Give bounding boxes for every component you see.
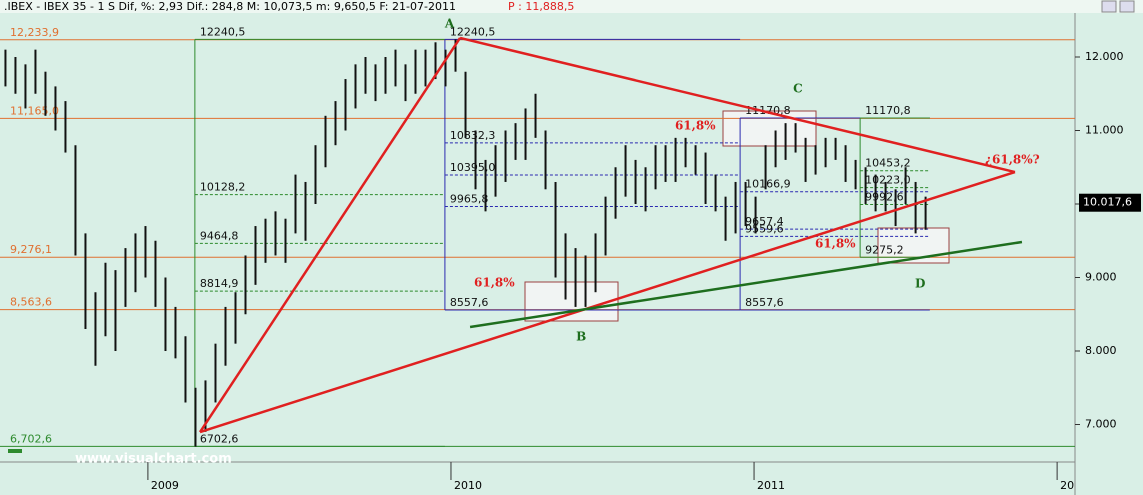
x-tick-label: 2010: [454, 479, 482, 492]
fib-label: 8814,9: [200, 277, 239, 290]
window-button[interactable]: [1119, 0, 1135, 13]
level-label: 12,233,9: [10, 26, 59, 39]
level-label: 11,165,0: [10, 104, 59, 117]
annotation: 61,8%: [675, 118, 716, 132]
fib-label: 9464,8: [200, 229, 239, 242]
header-title: .IBEX - IBEX 35 - 1 S Dif, %: 2,93 Dif.:…: [4, 0, 456, 13]
marker: [8, 449, 22, 453]
window-button[interactable]: [1101, 0, 1117, 13]
trendline: [469, 240, 1023, 329]
y-tick-label: 8.000: [1085, 344, 1117, 357]
pivot-box: [722, 110, 817, 147]
annotation: 61,8%: [474, 275, 515, 289]
fib-label: 8557,6: [745, 296, 784, 309]
annotation: D: [915, 276, 925, 290]
annotation: 61,8%: [815, 236, 856, 250]
annotation: A: [444, 16, 455, 30]
y-tick-label: 7.000: [1085, 418, 1117, 431]
last-price-label: 10.017,6: [1083, 196, 1132, 209]
fib-label: 12240,5: [450, 25, 496, 38]
fib-label: 10128,2: [200, 181, 246, 194]
level-label: 8,563,6: [10, 296, 52, 309]
y-tick-label: 9.000: [1085, 271, 1117, 284]
x-tick-label: 20: [1060, 479, 1074, 492]
watermark: www.visualchart.com: [75, 452, 232, 467]
trendline: [199, 170, 1016, 434]
fib-label: 9992,6: [865, 191, 904, 204]
annotation: C: [793, 81, 803, 95]
fib-label: 6702,6: [200, 432, 239, 445]
trendline: [459, 36, 1016, 174]
fib-label: 12240,5: [200, 25, 246, 38]
fib-label: 9275,2: [865, 243, 904, 256]
x-tick-label: 2011: [757, 479, 785, 492]
x-tick-label: 2009: [151, 479, 179, 492]
fib-label: 11170,8: [745, 104, 791, 117]
fib-label: 10166,9: [745, 178, 791, 191]
fib-label: 9559,6: [745, 222, 784, 235]
header-bar: [0, 0, 1143, 13]
annotation: ¿61,8%?: [985, 152, 1040, 166]
level-label: 9,276,1: [10, 243, 52, 256]
trendline: [198, 37, 462, 433]
fib-label: 10453,2: [865, 157, 911, 170]
header-last: P : 11,888,5: [508, 0, 574, 13]
annotation: B: [576, 329, 586, 343]
y-tick-label: 11.000: [1085, 124, 1124, 137]
fib-label: 8557,6: [450, 296, 489, 309]
fib-label: 11170,8: [865, 104, 911, 117]
fib-label: 10832,3: [450, 129, 496, 142]
fib-label: 9965,8: [450, 193, 489, 206]
y-tick-label: 12.000: [1085, 50, 1124, 63]
level-label: 6,702,6: [10, 432, 52, 445]
fib-label: 10223,0: [865, 174, 911, 187]
fib-label: 10395,0: [450, 161, 496, 174]
last-price-box: [1079, 193, 1141, 212]
